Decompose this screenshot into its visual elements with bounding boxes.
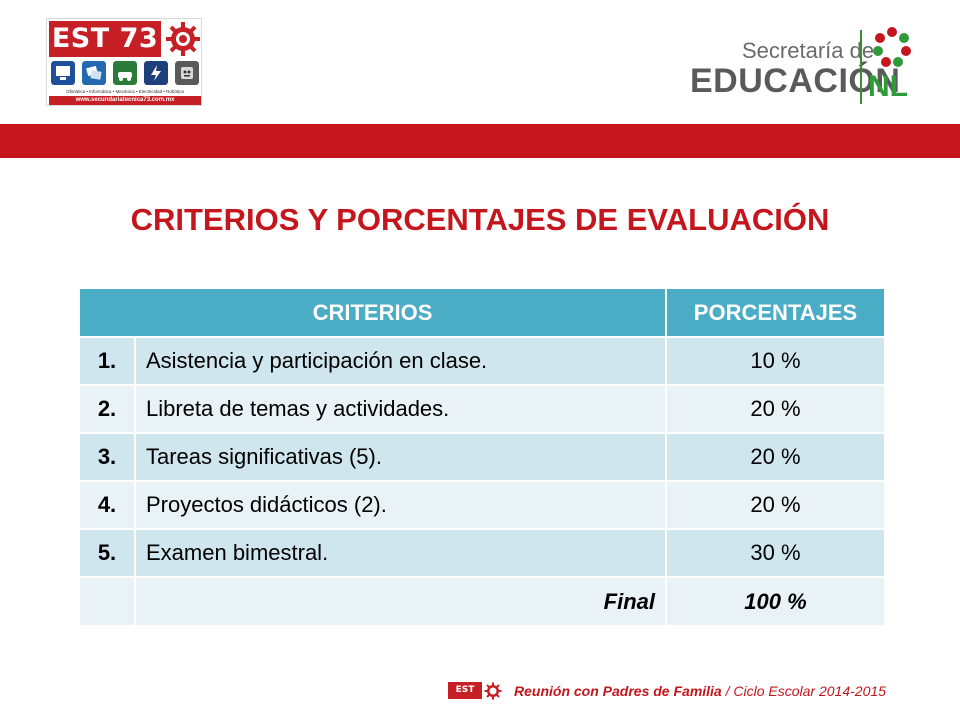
row-criterion: Proyectos didácticos (2). bbox=[135, 480, 667, 529]
row-percent: 20 % bbox=[666, 480, 884, 529]
row-number: 2. bbox=[80, 384, 136, 433]
footer-cycle: Ciclo Escolar 2014-2015 bbox=[733, 683, 886, 699]
row-criterion: Tareas significativas (5). bbox=[135, 432, 667, 481]
footer-event: Reunión con Padres de Familia bbox=[514, 683, 722, 699]
row-criterion: Libreta de temas y actividades. bbox=[135, 384, 667, 433]
logo-divider bbox=[860, 30, 862, 104]
informatics-icon bbox=[82, 61, 106, 85]
gear-icon bbox=[484, 682, 502, 700]
gear-icon bbox=[166, 22, 200, 56]
school-logo: EST 73 bbox=[46, 18, 202, 106]
row-number: 3. bbox=[80, 432, 136, 481]
row-number: 4. bbox=[80, 480, 136, 529]
row-criterion: Examen bimestral. bbox=[135, 528, 667, 577]
row-percent: 20 % bbox=[666, 432, 884, 481]
mechanics-icon bbox=[113, 61, 137, 85]
robotics-icon bbox=[175, 61, 199, 85]
page-title: CRITERIOS Y PORCENTAJES DE EVALUACIÓN bbox=[130, 202, 830, 237]
nl-text: NL bbox=[868, 70, 908, 103]
school-website: www.secundariatecnica73.com.mx bbox=[49, 96, 201, 105]
header-porcentajes: PORCENTAJES bbox=[666, 289, 884, 337]
footer-separator: / bbox=[721, 683, 734, 699]
final-empty-cell bbox=[80, 576, 136, 625]
table-final-row: Final 100 % bbox=[80, 576, 884, 625]
school-subjects: Ofimática • Informática • Mecánica • Ele… bbox=[66, 89, 184, 94]
row-criterion: Asistencia y participación en clase. bbox=[135, 336, 667, 385]
table-header-row: CRITERIOS PORCENTAJES bbox=[80, 289, 884, 337]
header-criterios: CRITERIOS bbox=[80, 289, 667, 337]
row-number: 5. bbox=[80, 528, 136, 577]
computer-icon bbox=[51, 61, 75, 85]
footer-logo: EST 73 bbox=[448, 682, 482, 712]
header-band bbox=[0, 124, 960, 158]
tech-icons bbox=[51, 61, 201, 85]
footer-text: Reunión con Padres de Familia / Ciclo Es… bbox=[514, 683, 886, 699]
secretaria-top-text: Secretaría de bbox=[742, 38, 875, 63]
table-row: 2. Libreta de temas y actividades. 20 % bbox=[80, 384, 884, 433]
secretaria-main-text: EDUCACIÓN bbox=[690, 62, 901, 100]
table-row: 5. Examen bimestral. 30 % bbox=[80, 528, 884, 577]
row-percent: 20 % bbox=[666, 384, 884, 433]
table-row: 1. Asistencia y participación en clase. … bbox=[80, 336, 884, 385]
criteria-table: CRITERIOS PORCENTAJES 1. Asistencia y pa… bbox=[80, 289, 884, 625]
final-label: Final bbox=[135, 576, 667, 625]
table-row: 3. Tareas significativas (5). 20 % bbox=[80, 432, 884, 481]
row-percent: 30 % bbox=[666, 528, 884, 577]
nl-emblem-icon bbox=[873, 27, 911, 67]
school-logo-title: EST 73 bbox=[49, 21, 161, 57]
final-value: 100 % bbox=[666, 576, 884, 625]
row-percent: 10 % bbox=[666, 336, 884, 385]
electricity-icon bbox=[144, 61, 168, 85]
row-number: 1. bbox=[80, 336, 136, 385]
footer: EST 73 Reunión con Padres de Familia / C… bbox=[448, 680, 918, 712]
secretaria-logo: Secretaría de EDUCACIÓN NL bbox=[690, 24, 920, 108]
table-row: 4. Proyectos didácticos (2). 20 % bbox=[80, 480, 884, 529]
